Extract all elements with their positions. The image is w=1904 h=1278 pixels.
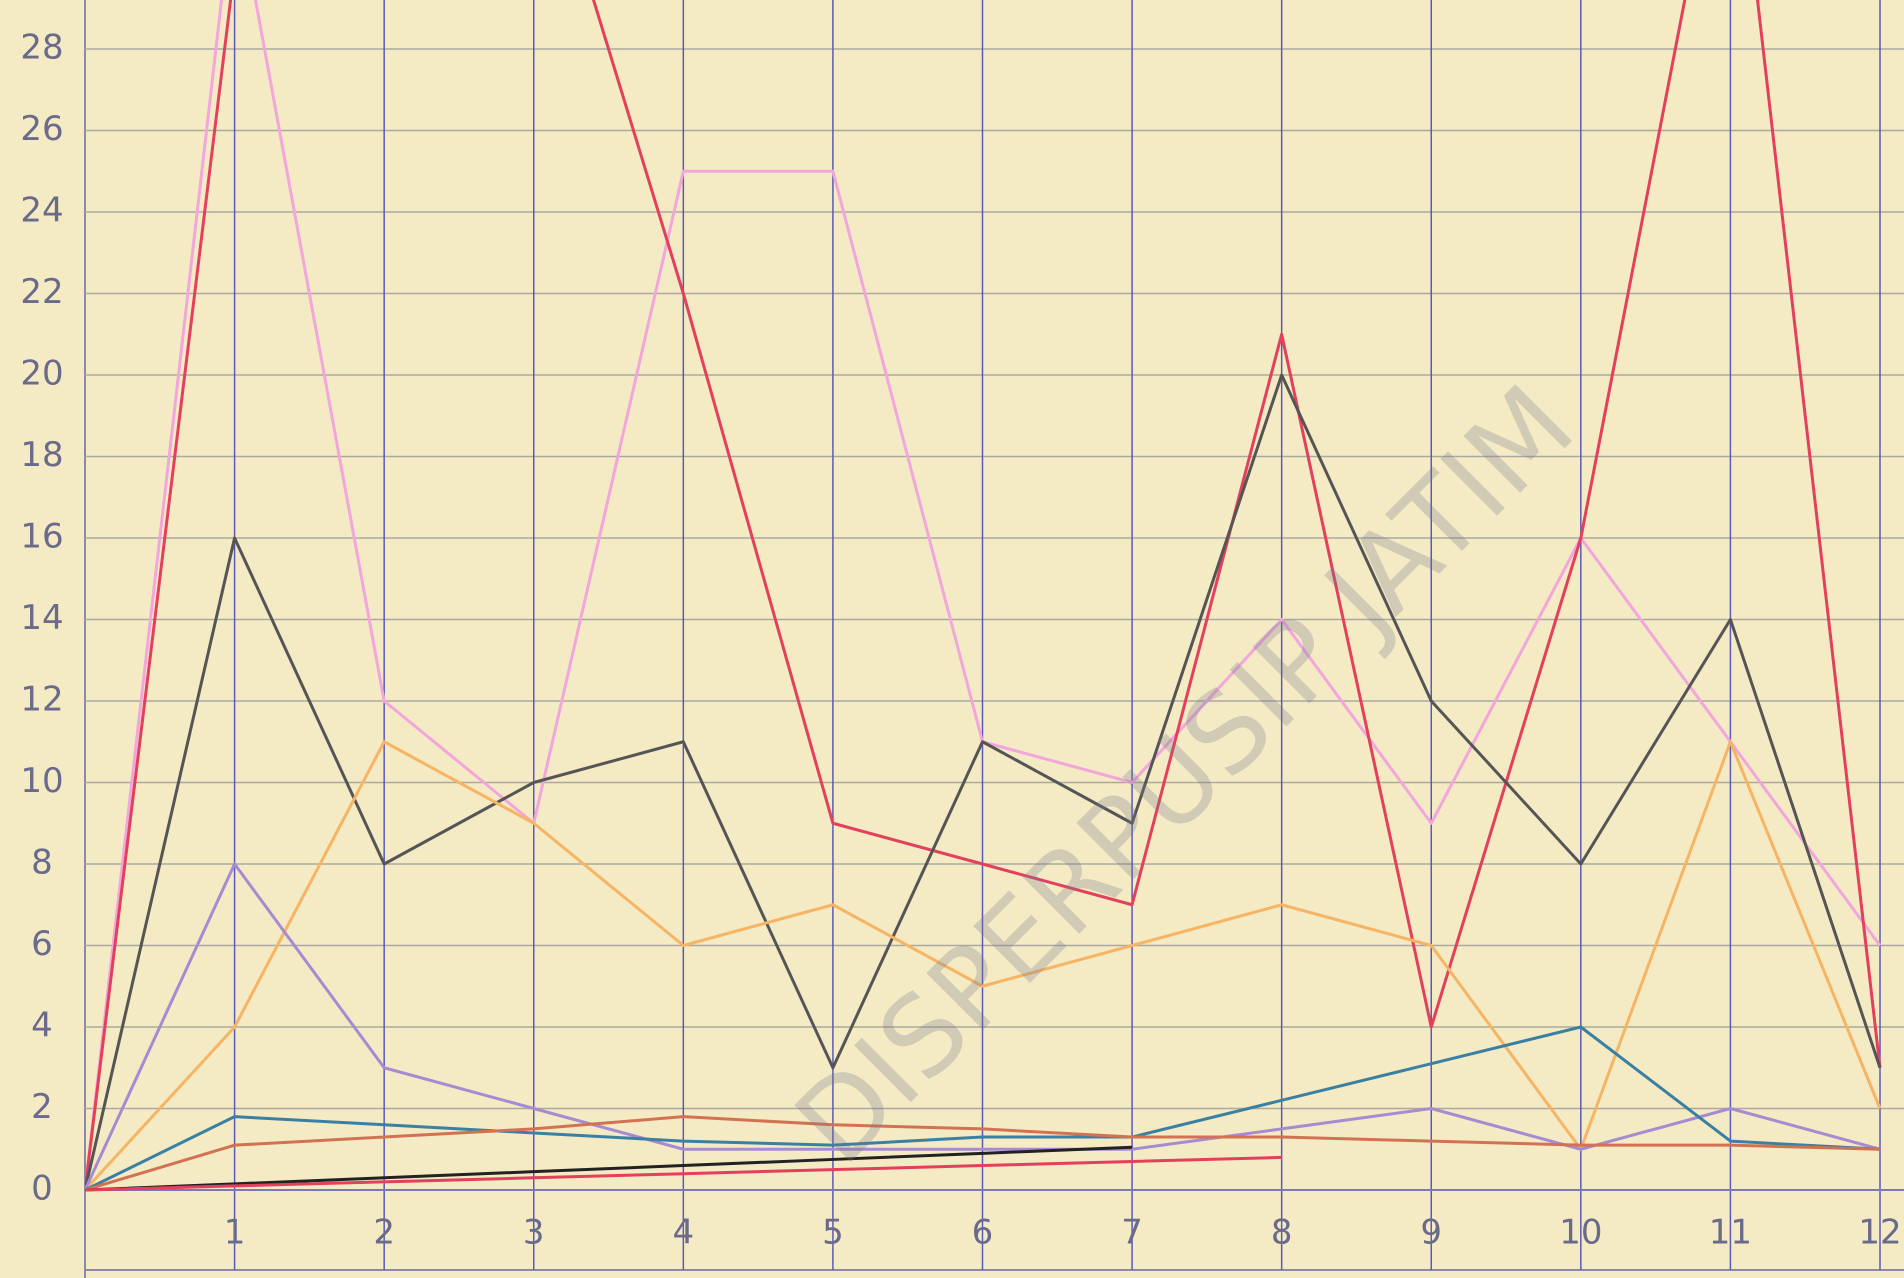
x-tick-label: 10 (1559, 1213, 1602, 1253)
y-tick-label: 8 (31, 843, 53, 883)
y-tick-label: 0 (31, 1169, 53, 1209)
y-tick-label: 12 (20, 680, 63, 720)
x-tick-label: 6 (972, 1213, 994, 1253)
y-tick-label: 26 (20, 109, 63, 149)
y-tick-label: 14 (20, 598, 63, 638)
x-tick-label: 7 (1121, 1213, 1143, 1253)
x-tick-label: 11 (1709, 1213, 1752, 1253)
x-tick-label: 8 (1271, 1213, 1293, 1253)
x-tick-label: 9 (1420, 1213, 1442, 1253)
series-line (85, 1155, 1282, 1192)
y-tick-label: 20 (20, 354, 63, 394)
y-tick-label: 24 (20, 191, 63, 231)
y-tick-label: 2 (31, 1087, 53, 1127)
x-tick-label: 2 (373, 1213, 395, 1253)
x-tick-label: 4 (673, 1213, 695, 1253)
series-line (85, 373, 1882, 1191)
y-tick-label: 18 (20, 435, 63, 475)
y-tick-label: 16 (20, 517, 63, 557)
y-tick-label: 28 (20, 28, 63, 68)
y-tick-label: 6 (31, 924, 53, 964)
x-tick-label: 3 (523, 1213, 545, 1253)
series-line (85, 1145, 1133, 1192)
x-tick-label: 5 (822, 1213, 844, 1253)
plot (85, 0, 1882, 1192)
x-tick-label: 1 (224, 1213, 246, 1253)
y-tick-label: 4 (31, 1006, 53, 1046)
series-line (85, 1025, 1881, 1192)
series-line (85, 1115, 1881, 1192)
y-tick-label: 22 (20, 272, 63, 312)
series-line (85, 862, 1881, 1191)
y-tick-label: 10 (20, 761, 63, 801)
series-line (85, 0, 1882, 1191)
x-tick-label: 12 (1858, 1213, 1901, 1253)
